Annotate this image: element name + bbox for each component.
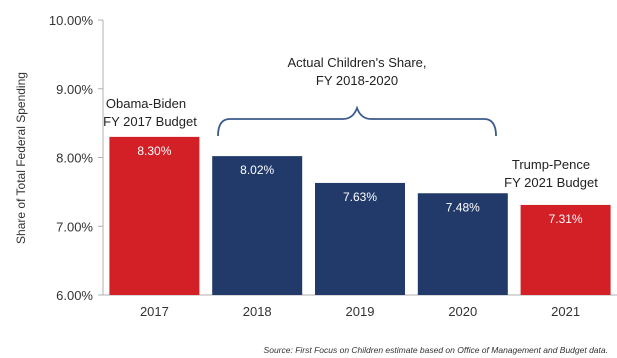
trump-annotation-line-1: Trump-Pence [512,157,590,172]
x-tick-label: 2017 [140,304,169,319]
x-axis-ticks: 2017 2018 2019 2020 2021 [140,304,580,319]
y-tick-label: 7.00% [56,219,93,234]
data-label-2021: 7.31% [549,212,583,226]
data-label-2018: 8.02% [240,163,274,177]
y-axis-ticks: 6.00% 7.00% 8.00% 9.00% 10.00% [49,13,103,303]
actual-annotation-line-2: FY 2018-2020 [316,73,398,88]
data-label-2020: 7.48% [446,200,480,214]
data-labels: 8.30% 8.02% 7.63% 7.48% 7.31% [137,144,583,226]
obama-annotation-line-2: FY 2017 Budget [103,114,197,129]
bar-2019 [315,182,405,295]
data-label-2017: 8.30% [137,144,171,158]
y-tick-label: 8.00% [56,151,93,166]
bar-2020 [417,193,508,295]
bar-2018 [212,156,303,295]
x-tick-label: 2018 [243,304,272,319]
curly-brace [217,105,497,137]
trump-annotation-line-2: FY 2021 Budget [504,175,598,190]
y-tick-label: 6.00% [56,288,93,303]
x-tick-label: 2019 [346,304,375,319]
bars [109,136,611,295]
data-label-2019: 7.63% [343,190,377,204]
y-axis-label: Share of Total Federal Spending [14,72,28,244]
actual-annotation-line-1: Actual Children's Share, [287,55,426,70]
y-tick-label: 9.00% [56,82,93,97]
trump-annotation: Trump-Pence FY 2021 Budget [504,157,598,190]
x-tick-label: 2021 [551,304,580,319]
actual-share-annotation: Actual Children's Share, FY 2018-2020 [217,55,497,137]
obama-annotation-line-1: Obama-Biden [106,96,186,111]
bar-2021 [520,204,611,295]
y-tick-label: 10.00% [49,13,94,28]
source-note: Source: First Focus on Children estimate… [264,345,608,355]
bar-2017 [109,136,200,295]
x-tick-label: 2020 [448,304,477,319]
obama-annotation: Obama-Biden FY 2017 Budget [103,96,197,129]
